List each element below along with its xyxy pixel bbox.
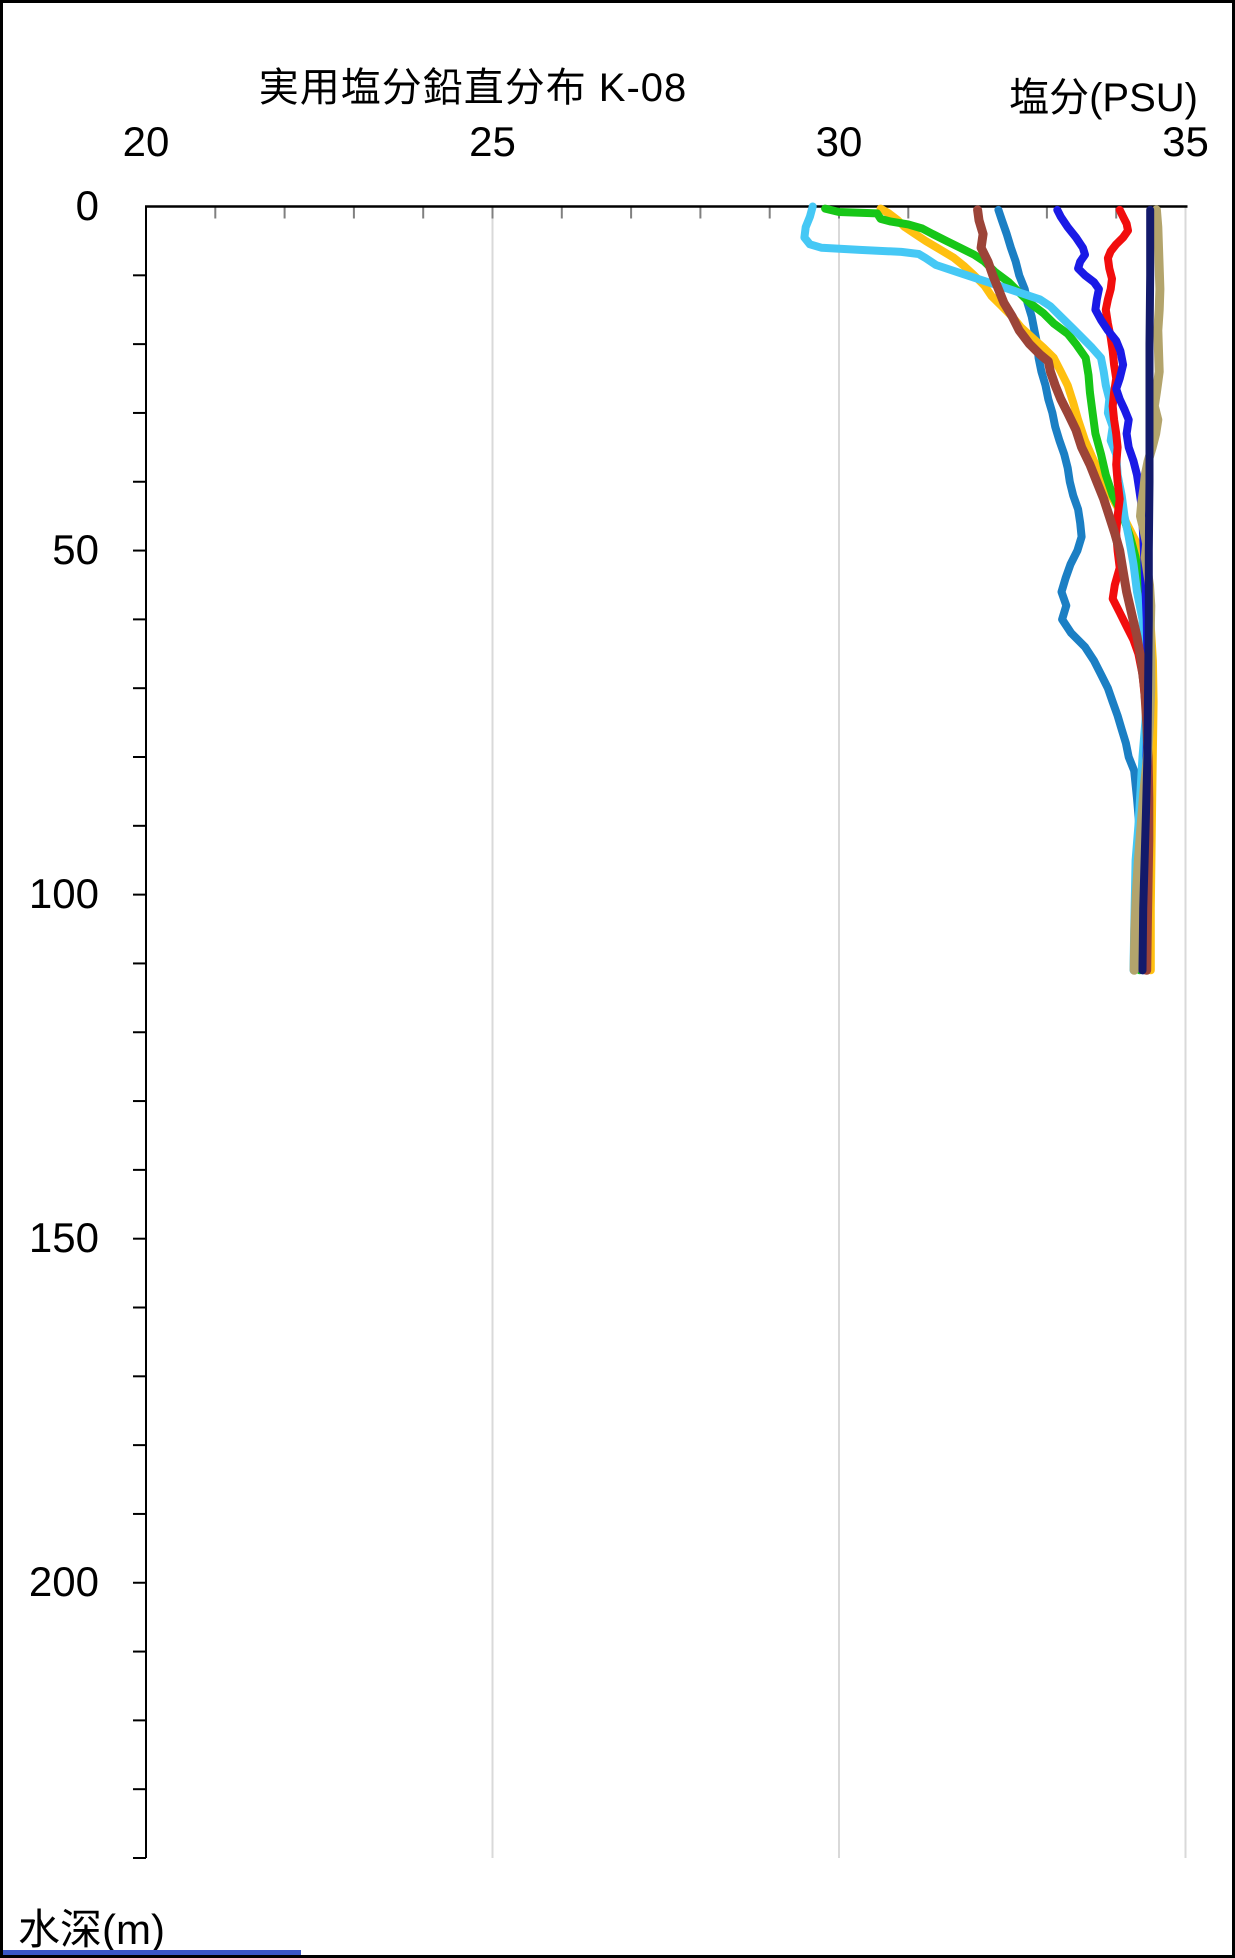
- x-tick-label-25: 25: [469, 118, 516, 165]
- y-tick-label-100: 100: [28, 869, 99, 917]
- x-tick-label-35: 35: [1162, 118, 1209, 165]
- y-tick-label-150: 150: [28, 1213, 99, 1261]
- x-axis-unit-label: 塩分(PSU): [1009, 76, 1198, 120]
- profile-chart-canvas: [133, 202, 1188, 1859]
- y-tick-label-200: 200: [28, 1557, 99, 1605]
- chart-title: 実用塩分鉛直分布 K-08: [258, 66, 688, 110]
- x-tick-label-30: 30: [815, 118, 863, 165]
- y-tick-label-50: 50: [52, 525, 99, 573]
- y-axis-unit-label: 水深(m): [18, 1906, 165, 1953]
- series-line-navy-profile: [1138, 205, 1155, 975]
- x-tick-label-20: 20: [122, 118, 170, 165]
- series-line-green-profile: [821, 204, 1150, 975]
- series-line-cyan-profile: [800, 202, 1152, 975]
- y-tick-label-0: 0: [75, 181, 99, 229]
- bottom-edge-strip: [3, 1950, 301, 1955]
- series-line-steel-blue-profile: [994, 205, 1148, 975]
